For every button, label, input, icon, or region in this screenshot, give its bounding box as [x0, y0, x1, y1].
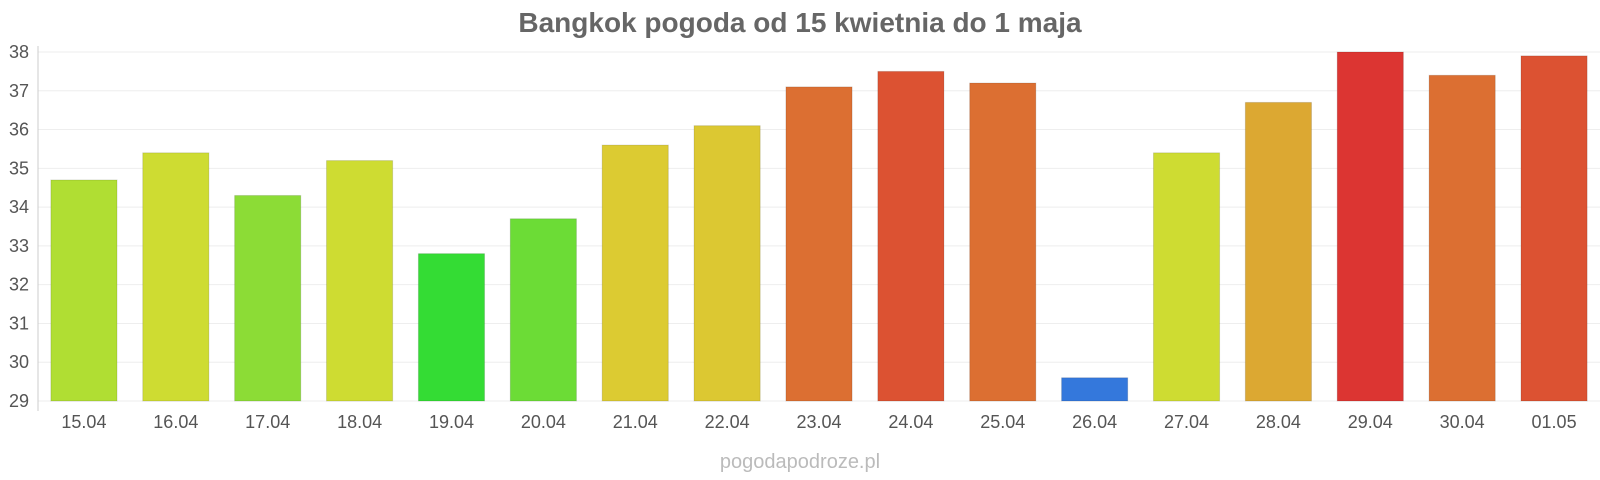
bar-23.04	[785, 86, 853, 402]
x-tick-label: 16.04	[153, 412, 198, 432]
y-tick-label: 29	[9, 391, 29, 411]
bar-16.04	[142, 152, 210, 402]
y-tick-label: 30	[9, 352, 29, 372]
x-tick-label: 23.04	[796, 412, 841, 432]
bar-28.04	[1244, 101, 1312, 402]
y-tick-label: 37	[9, 81, 29, 101]
x-tick-label: 26.04	[1072, 412, 1117, 432]
x-tick-label: 21.04	[613, 412, 658, 432]
y-tick-label: 35	[9, 158, 29, 178]
y-tick-label: 36	[9, 120, 29, 140]
bar-25.04	[969, 82, 1037, 402]
x-tick-label: 27.04	[1164, 412, 1209, 432]
bar-24.04	[877, 70, 945, 402]
bar-01.05	[1520, 55, 1588, 402]
bar-20.04	[509, 218, 577, 402]
x-tick-label: 20.04	[521, 412, 566, 432]
bar-30.04	[1428, 74, 1496, 402]
x-tick-label: 25.04	[980, 412, 1025, 432]
x-tick-label: 30.04	[1440, 412, 1485, 432]
x-tick-label: 01.05	[1532, 412, 1577, 432]
y-tick-label: 31	[9, 313, 29, 333]
bar-18.04	[326, 160, 394, 402]
y-tick-label: 38	[9, 42, 29, 62]
x-tick-label: 28.04	[1256, 412, 1301, 432]
x-tick-label: 22.04	[705, 412, 750, 432]
bar-19.04	[417, 253, 486, 402]
bar-26.04	[1061, 377, 1129, 402]
chart-title: Bangkok pogoda od 15 kwietnia do 1 maja	[518, 7, 1082, 38]
bar-29.04	[1336, 51, 1404, 402]
y-tick-label: 34	[9, 197, 29, 217]
bar-22.04	[693, 125, 761, 402]
watermark: pogodapodroze.pl	[720, 451, 880, 473]
x-tick-label: 29.04	[1348, 412, 1393, 432]
bar-27.04	[1152, 152, 1221, 402]
x-tick-label: 19.04	[429, 412, 474, 432]
x-tick-label: 17.04	[245, 412, 290, 432]
bar-15.04	[50, 179, 118, 402]
bar-21.04	[601, 144, 669, 402]
bars	[50, 51, 1588, 402]
y-tick-label: 33	[9, 236, 29, 256]
x-tick-label: 15.04	[61, 412, 106, 432]
x-tick-label: 24.04	[888, 412, 933, 432]
x-tick-label: 18.04	[337, 412, 382, 432]
y-tick-label: 32	[9, 275, 29, 295]
y-axis-ticks: 29 30 31 32 33 34 35 36 37 38	[9, 42, 29, 411]
x-axis-ticks: 15.04 16.04 17.04 18.04 19.04 20.04 21.04 22.04…	[61, 412, 1576, 432]
bar-17.04	[234, 194, 302, 402]
